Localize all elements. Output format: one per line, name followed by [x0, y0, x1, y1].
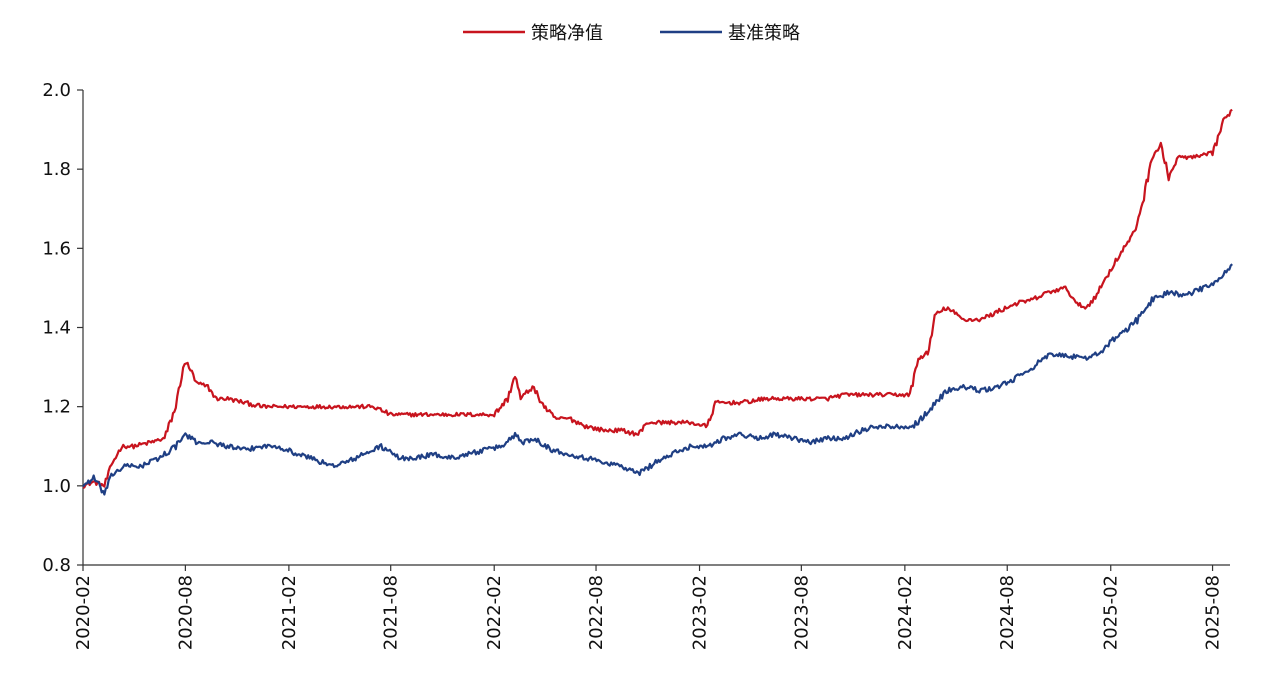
y-tick-label: 1.0	[42, 476, 71, 497]
x-tick-label: 2023-08	[791, 575, 812, 650]
x-tick-label: 2020-08	[175, 575, 196, 650]
x-tick-label: 2025-08	[1203, 575, 1224, 650]
x-tick-label: 2022-08	[586, 575, 607, 650]
legend-label-0: 策略净值	[531, 23, 603, 44]
legend-label-1: 基准策略	[728, 23, 800, 44]
series-layer	[82, 108, 1233, 496]
x-tick-label: 2020-02	[73, 575, 94, 650]
y-axis: 0.8 1.0 1.2 1.4 1.6 1.8 2.0	[42, 80, 84, 576]
series-line-0	[82, 108, 1233, 489]
y-tick-label: 0.8	[42, 555, 71, 576]
y-tick-label: 1.2	[42, 397, 71, 418]
y-tick-label: 2.0	[42, 80, 71, 101]
y-tick-label: 1.6	[42, 238, 71, 259]
x-tick-label: 2021-08	[381, 575, 402, 650]
x-tick-label: 2023-02	[690, 575, 711, 650]
x-tick-label: 2021-02	[279, 575, 300, 650]
series-line-1	[82, 263, 1233, 496]
x-tick-label: 2024-08	[997, 575, 1018, 650]
y-tick-label: 1.8	[42, 159, 71, 180]
x-axis: 2020-02 2020-08 2021-02 2021-08 2022-02 2022-…	[73, 564, 1230, 650]
y-tick-label: 1.4	[42, 318, 71, 339]
x-tick-label: 2024-02	[895, 575, 916, 650]
x-tick-label: 2022-02	[484, 575, 505, 650]
x-tick-label: 2025-02	[1101, 575, 1122, 650]
legend: 策略净值 基准策略	[463, 23, 800, 44]
